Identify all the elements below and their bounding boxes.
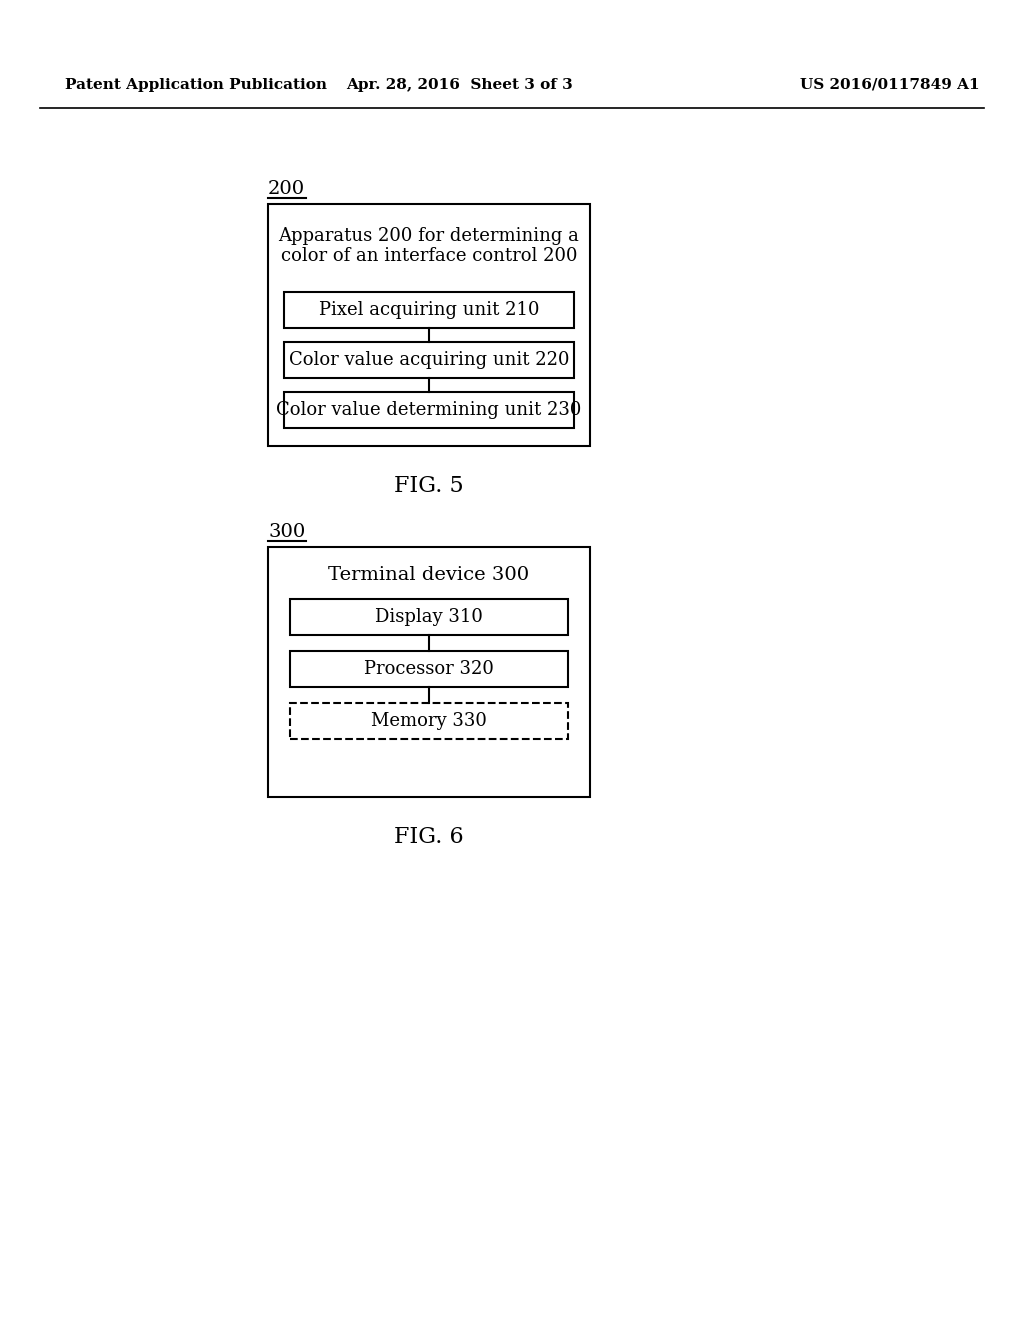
Text: FIG. 5: FIG. 5 [394,475,464,498]
FancyBboxPatch shape [290,599,568,635]
Text: Apr. 28, 2016  Sheet 3 of 3: Apr. 28, 2016 Sheet 3 of 3 [347,78,573,92]
Text: Apparatus 200 for determining a
color of an interface control 200: Apparatus 200 for determining a color of… [279,227,580,265]
Text: Pixel acquiring unit 210: Pixel acquiring unit 210 [318,301,540,319]
Text: Patent Application Publication: Patent Application Publication [65,78,327,92]
Text: Processor 320: Processor 320 [365,660,494,678]
Text: Memory 330: Memory 330 [371,711,487,730]
FancyBboxPatch shape [268,546,590,797]
Text: US 2016/0117849 A1: US 2016/0117849 A1 [800,78,980,92]
FancyBboxPatch shape [290,651,568,686]
Text: FIG. 6: FIG. 6 [394,826,464,847]
Text: 200: 200 [268,180,305,198]
FancyBboxPatch shape [290,704,568,739]
Text: 300: 300 [268,523,305,541]
Text: Color value determining unit 230: Color value determining unit 230 [276,401,582,418]
FancyBboxPatch shape [268,205,590,446]
FancyBboxPatch shape [284,392,574,428]
FancyBboxPatch shape [284,342,574,378]
Text: Terminal device 300: Terminal device 300 [329,566,529,583]
Text: Display 310: Display 310 [375,609,483,626]
FancyBboxPatch shape [284,292,574,327]
Text: Color value acquiring unit 220: Color value acquiring unit 220 [289,351,569,370]
